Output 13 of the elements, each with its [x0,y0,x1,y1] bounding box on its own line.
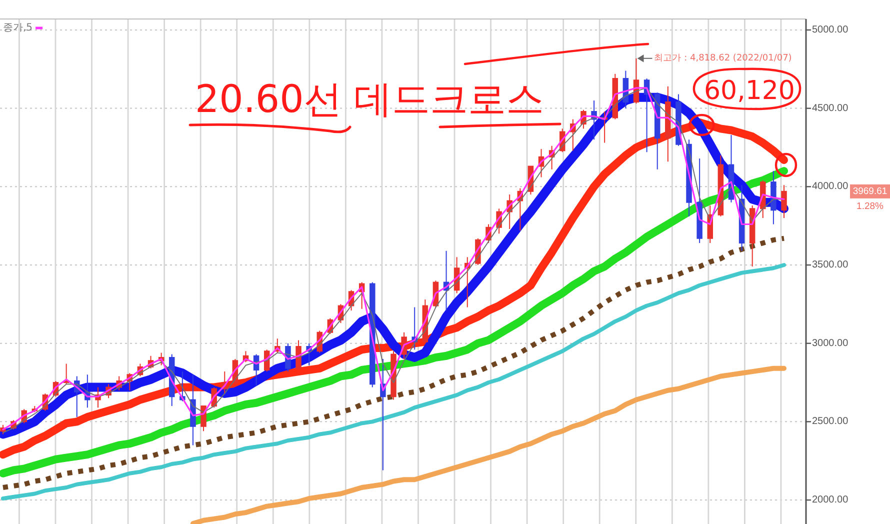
annotation: 최고가 : 4,818.62 (2022/01/07) [654,53,792,64]
y-tick-label: 2000.00 [812,494,849,506]
y-tick-label: 2500.00 [812,416,849,428]
y-tick-label: 4500.00 [812,102,849,114]
annotation: 20.60선 데드크로스 [195,77,544,121]
y-tick-label: 4000.00 [812,181,849,192]
y-tick-label: 5000.00 [812,24,849,36]
legend-label: 종가,5 [3,22,33,34]
y-tick-label: 3500.00 [812,260,849,270]
y-tick-label: 3000.00 [812,338,849,349]
annotation: 60,120 [704,76,795,106]
text: 3969.61 [852,186,888,197]
text: 1.28% [856,200,884,212]
